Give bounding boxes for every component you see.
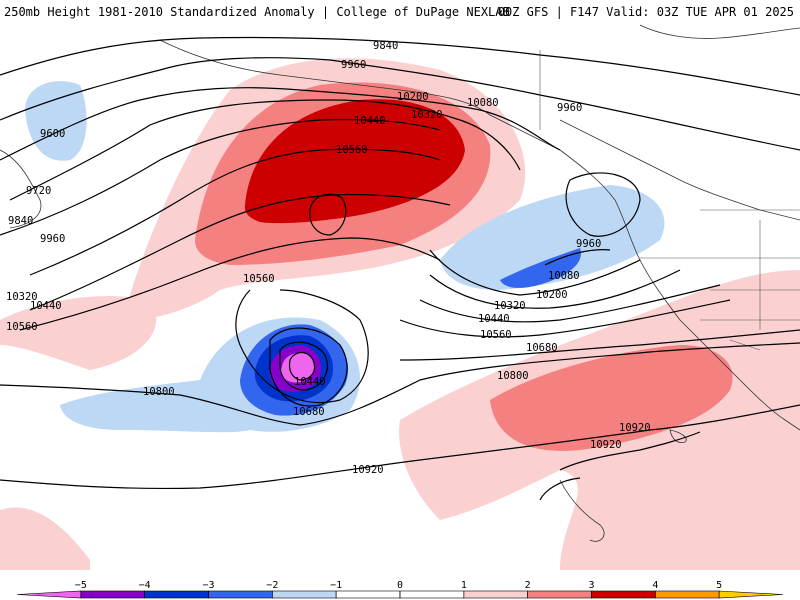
contour-label: 10080 <box>467 97 499 109</box>
map-header: 250mb Height 1981-2010 Standardized Anom… <box>0 0 800 22</box>
political-borders <box>539 50 800 351</box>
positive-anomaly-shading-dark <box>244 99 465 224</box>
contour-label: 10440 <box>354 115 386 127</box>
contour-label: 9960 <box>341 59 366 71</box>
colorbar-tick-label: −2 <box>266 580 278 591</box>
colorbar-ticks: −5 −4 −3 −2 −1 0 1 2 3 4 5 <box>75 580 722 598</box>
colorbar-swatch-neutral <box>335 590 401 599</box>
coastline-outlines <box>0 24 800 542</box>
contour-label: 10440 <box>294 376 326 388</box>
contour-label: 10680 <box>293 406 325 418</box>
height-contours <box>0 36 800 501</box>
contour-label: 10560 <box>480 329 512 341</box>
contour-label: 9600 <box>40 128 65 140</box>
anomaly-colorbar: −5 −4 −3 −2 −1 0 1 2 3 4 5 <box>16 580 784 599</box>
colorbar-tick-label: −4 <box>139 580 151 591</box>
contour-label: 10320 <box>411 109 443 121</box>
colorbar-swatch-neutral <box>399 590 465 599</box>
colorbar-tick-label: −1 <box>330 580 342 591</box>
colorbar-swatch-neg_4_5 <box>80 590 145 599</box>
colorbar-swatch-neg_5_plus <box>16 590 82 599</box>
contour-label: 10560 <box>6 321 38 333</box>
contour-label: 10560 <box>243 273 275 285</box>
contour-label: 9840 <box>373 40 398 52</box>
colorbar-swatch-neg_1_2 <box>272 590 337 599</box>
contour-label: 10680 <box>526 342 558 354</box>
contour-label: 10800 <box>143 386 175 398</box>
colorbar-swatch-pos_3_4 <box>591 590 656 599</box>
contour-label: 10080 <box>548 270 580 282</box>
colorbar-swatch-neg_3_4 <box>144 590 209 599</box>
colorbar-tick-label: 5 <box>716 580 722 591</box>
colorbar-tick-label: 3 <box>588 580 594 591</box>
colorbar-swatch-neg_2_3 <box>208 590 273 599</box>
contour-label: 10200 <box>536 289 568 301</box>
contour-label: 10920 <box>619 422 651 434</box>
contour-label: 10560 <box>336 144 368 156</box>
colorbar-tick-label: −3 <box>202 580 214 591</box>
contour-label: 9840 <box>8 215 33 227</box>
colorbar-swatch-pos_1_2 <box>463 590 528 599</box>
contour-label: 9720 <box>26 185 51 197</box>
colorbar-tick-label: 1 <box>461 580 467 591</box>
contour-label: 10320 <box>494 300 526 312</box>
contour-label: 10440 <box>478 313 510 325</box>
contour-labels: 9840 9960 10200 10080 9960 10440 10320 1… <box>6 40 651 476</box>
contour-label: 9960 <box>576 238 601 250</box>
contour-label: 10200 <box>397 91 429 103</box>
contour-label: 10920 <box>590 439 622 451</box>
colorbar-tick-label: 2 <box>525 580 531 591</box>
anomaly-map: 9840 9960 10200 10080 9960 10440 10320 1… <box>0 22 800 570</box>
contour-label: 10440 <box>30 300 62 312</box>
contour-label: 10800 <box>497 370 529 382</box>
contour-label: 10920 <box>352 464 384 476</box>
colorbar-tick-label: 4 <box>652 580 658 591</box>
colorbar-swatch-pos_4_5 <box>655 590 720 599</box>
map-title: 250mb Height 1981-2010 Standardized Anom… <box>4 5 510 19</box>
model-run-info: 00Z GFS | F147 Valid: 03Z TUE APR 01 202… <box>497 5 794 19</box>
colorbar-tick-label: 0 <box>397 580 403 591</box>
contour-label: 10320 <box>6 291 38 303</box>
colorbar-swatch-pos_5_plus <box>718 590 784 599</box>
colorbar-swatch-pos_2_3 <box>527 590 592 599</box>
colorbar-tick-label: −5 <box>75 580 87 591</box>
contour-label: 9960 <box>40 233 65 245</box>
contour-label: 9960 <box>557 102 582 114</box>
